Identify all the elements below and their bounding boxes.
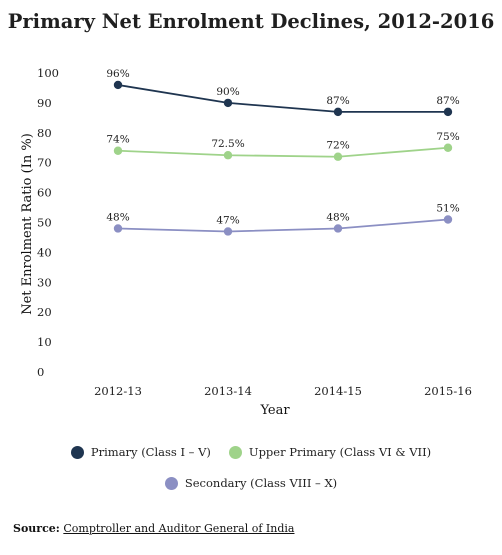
source-prefix: Source: [13,522,60,535]
series-line-1 [117,146,449,158]
x-tick-label-2015-16: 2015-16 [424,384,472,398]
y-tick-label-70: 70 [37,156,52,170]
x-tick-label-2013-14: 2013-14 [204,384,252,398]
data-point-0-1 [223,98,233,108]
chart-title: Primary Net Enrolment Declines, 2012-201… [7,10,495,33]
data-point-2-2 [333,224,343,233]
x-tick-label-2014-15: 2014-15 [314,384,362,398]
source-note: Source: Comptroller and Auditor General … [13,522,294,535]
y-tick-label-10: 10 [37,335,52,349]
data-label-1-0: 74% [106,134,129,146]
data-label-1-1: 72.5% [211,138,244,150]
x-tick-label-2012-13: 2012-13 [94,384,142,398]
data-label-0-0: 96% [106,68,129,80]
y-tick-label-20: 20 [37,305,52,319]
legend-label-upper-primary: Upper Primary (Class VI & VII) [248,445,432,459]
legend-item-primary[interactable]: Primary (Class I – V) [70,445,211,459]
data-label-0-3: 87% [436,95,459,107]
x-axis-title: Year [259,403,290,418]
legend-item-secondary[interactable]: Secondary (Class VIII – X) [164,476,338,490]
data-point-1-2 [333,152,343,161]
legend-marker-secondary [164,476,178,490]
y-axis-title: Net Enrolment Ratio (In %) [20,133,35,315]
data-point-0-0 [113,80,123,90]
legend-marker-primary [70,445,84,459]
legend-marker-upper-primary [228,445,242,459]
data-label-2-3: 51% [436,203,459,215]
legend-item-upper-primary[interactable]: Upper Primary (Class VI & VII) [228,445,432,459]
series-line-0 [117,84,448,113]
data-label-0-2: 87% [326,95,349,107]
data-label-2-2: 48% [326,211,349,223]
data-point-1-1 [223,151,233,160]
y-tick-label-0: 0 [37,365,44,379]
y-tick-label-100: 100 [37,66,59,80]
legend-label-secondary: Secondary (Class VIII – X) [184,476,338,490]
data-point-2-1 [223,227,233,236]
data-point-1-3 [443,143,453,152]
legend-row-1: Primary (Class I – V) Upper Primary (Cla… [0,445,502,459]
data-label-1-2: 72% [326,140,349,152]
data-point-2-3 [443,215,453,224]
line-chart: 0 10 20 30 40 50 60 70 80 90 100 2012-13 2013-14 2014… [20,66,472,418]
data-point-2-0 [113,224,123,233]
data-point-0-2 [333,107,343,117]
source-link[interactable]: Comptroller and Auditor General of India [63,522,295,535]
data-point-0-3 [443,107,453,117]
data-label-2-0: 48% [106,211,129,223]
y-tick-label-40: 40 [37,245,52,259]
y-tick-label-60: 60 [37,186,52,200]
series-line-2 [117,218,449,233]
y-tick-label-90: 90 [37,96,52,110]
data-label-2-1: 47% [216,214,239,226]
data-point-1-0 [113,146,123,155]
y-tick-label-30: 30 [37,275,52,289]
legend-label-primary: Primary (Class I – V) [90,445,211,459]
legend-row-2: Secondary (Class VIII – X) [0,476,502,490]
y-tick-label-80: 80 [37,126,52,140]
data-label-1-3: 75% [436,131,459,143]
data-label-0-1: 90% [216,86,239,98]
y-tick-label-50: 50 [37,216,52,230]
